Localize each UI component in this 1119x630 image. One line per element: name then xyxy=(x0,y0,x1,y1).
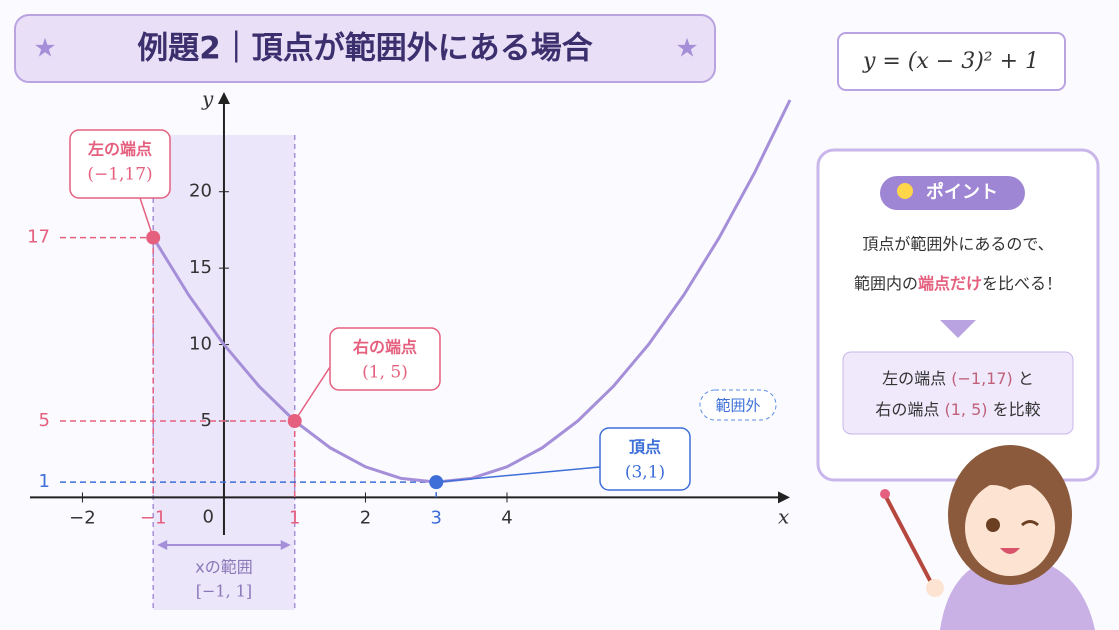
range-label: xの範囲 xyxy=(195,558,252,577)
callout-pointer xyxy=(436,466,601,483)
formula-box xyxy=(837,32,1066,91)
title-box xyxy=(14,14,716,83)
callout-name: 頂点 xyxy=(629,438,661,457)
y-tick-label: 10 xyxy=(189,334,212,355)
point xyxy=(146,230,161,245)
badge-text: 範囲外 xyxy=(715,397,760,415)
point-badge xyxy=(880,176,1025,210)
compare-text: を比較 xyxy=(988,400,1041,419)
x-arrow xyxy=(778,491,790,504)
star: ★ xyxy=(33,34,56,64)
y-arrow xyxy=(217,92,230,104)
compare-text: (1, 5) xyxy=(944,400,987,419)
title: 例題2｜頂点が範囲外にある場合 xyxy=(137,31,593,67)
y-axis-label: y xyxy=(201,87,214,111)
range-interval: [−1, 1] xyxy=(196,582,252,601)
callout-coord: (−1,17) xyxy=(87,165,152,185)
x-point-label: 1 xyxy=(289,507,300,528)
callout-box xyxy=(329,327,441,391)
panel-line: 範囲内の端点だけを比べる！ xyxy=(854,274,1062,293)
y-point-label: 5 xyxy=(39,410,50,431)
callout-coord: (1, 5) xyxy=(362,363,408,383)
x-point-label: −1 xyxy=(140,507,167,528)
bulb-icon xyxy=(897,183,913,199)
callout-name: 右の端点 xyxy=(353,338,417,357)
panel-text: 範囲内の xyxy=(854,274,918,293)
x-tick-label: 4 xyxy=(501,507,512,528)
compare-text: と xyxy=(1013,369,1034,388)
compare-line: 左の端点 (−1,17) と xyxy=(882,369,1034,388)
panel-text: 端点だけ xyxy=(918,274,982,293)
plot: xの範囲 [−1, 1] x y 0 −2 2 4 5 10 15 20 17 −1 5 1 1 3 左の端点 (−1… xyxy=(27,87,792,610)
panel-line: 頂点が範囲外にあるので、 xyxy=(862,235,1053,254)
y-point-label: 1 xyxy=(39,471,50,492)
compare-text: 右の端点 xyxy=(875,400,944,419)
y-point-label: 17 xyxy=(27,227,50,248)
origin-label: 0 xyxy=(203,506,214,527)
point xyxy=(429,475,444,490)
down-arrow xyxy=(940,320,976,338)
compare-line: 右の端点 (1, 5) を比較 xyxy=(875,400,1040,419)
panel-text: を比べる！ xyxy=(982,274,1062,293)
compare-box xyxy=(842,351,1074,435)
formula: y = (x − 3)² + 1 xyxy=(862,49,1039,74)
star: ★ xyxy=(675,34,698,64)
callout-box xyxy=(599,427,691,491)
callout-pointer xyxy=(294,366,331,422)
point xyxy=(287,414,302,428)
compare-text: (−1,17) xyxy=(951,369,1013,388)
girl-illustration xyxy=(880,445,1095,630)
y-tick-label: 20 xyxy=(189,181,212,202)
x-point-label: 3 xyxy=(430,507,441,528)
callout-box xyxy=(69,129,171,199)
y-tick-label: 5 xyxy=(201,410,212,431)
x-tick-label: −2 xyxy=(69,507,96,528)
y-tick-label: 15 xyxy=(189,257,212,278)
point-badge-text: ポイント xyxy=(926,181,998,203)
x-axis-label: x xyxy=(778,505,789,529)
callout-coord: (3,1) xyxy=(625,463,665,483)
badge xyxy=(699,389,777,421)
x-tick-label: 2 xyxy=(360,507,371,528)
callout-name: 左の端点 xyxy=(87,140,152,159)
compare-text: 左の端点 xyxy=(882,369,951,388)
